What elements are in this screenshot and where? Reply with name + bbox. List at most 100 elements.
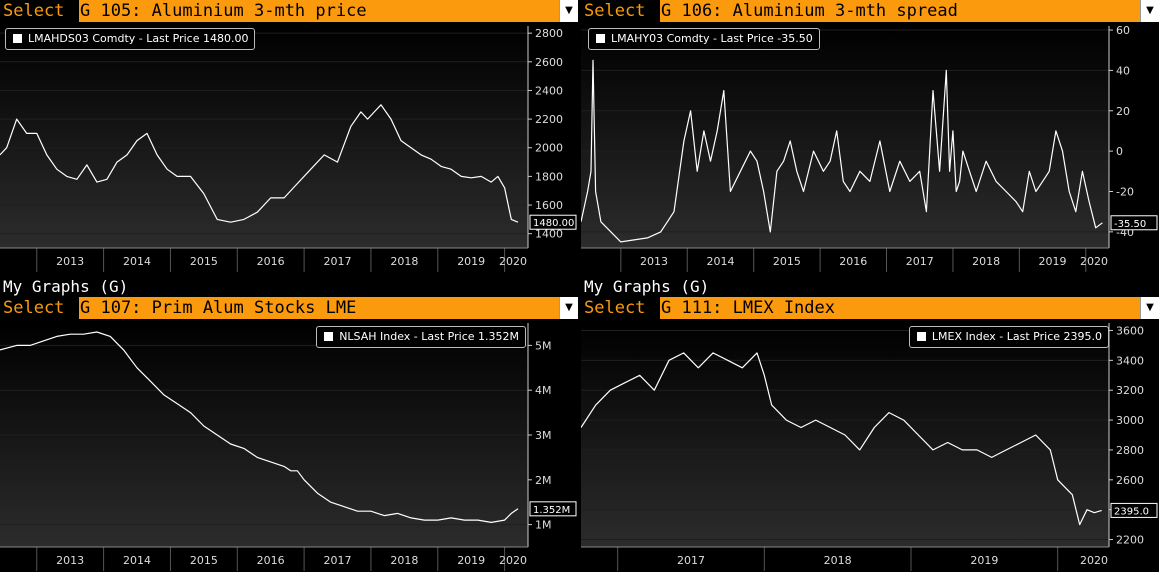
legend: LMAHDS03 Comdty - Last Price 1480.00 xyxy=(5,28,256,50)
last-price-label: 2395.0 xyxy=(1114,506,1149,517)
y-tick-label: 2200 xyxy=(1116,534,1144,547)
y-tick-label: 2600 xyxy=(1116,474,1144,487)
y-tick-label: 2000 xyxy=(535,142,563,155)
y-tick-label: 3000 xyxy=(1116,414,1144,427)
x-tick-label: 2019 xyxy=(970,554,998,567)
chart-g111[interactable]: 2017201820192020220024002600280030003200… xyxy=(581,321,1159,571)
panel-g105: Select G 105: Aluminium 3-mth price ▼ 20… xyxy=(0,0,578,272)
x-tick-label: 2018 xyxy=(390,255,418,268)
legend: LMEX Index - Last Price 2395.0 xyxy=(908,326,1109,348)
y-tick-label: 40 xyxy=(1116,64,1130,77)
series-line xyxy=(0,331,519,523)
y-tick-label: 5M xyxy=(535,339,552,352)
last-price-box xyxy=(1110,502,1158,518)
dropdown-arrow-icon[interactable]: ▼ xyxy=(559,0,578,22)
title-bar: Select G 107: Prim Alum Stocks LME ▼ xyxy=(0,297,578,319)
series-line xyxy=(581,59,1103,243)
legend-swatch xyxy=(916,332,926,341)
y-tick-label: 1600 xyxy=(535,199,563,212)
chart-title: G 106: Aluminium 3-mth spread xyxy=(661,1,958,21)
y-tick-label: 3M xyxy=(535,429,552,442)
panel-heading: My Graphs (G) xyxy=(584,277,710,296)
y-tick-label: 1M xyxy=(535,519,552,532)
x-tick-label: 2020 xyxy=(499,554,527,567)
chart-g107[interactable]: 2013 2014 2015 2016 2017 2018 2019 2020 1M 2M 3M 4M… xyxy=(0,321,578,571)
panel-g111: My Graphs (G) Select G 111: LMEX Index ▼… xyxy=(581,276,1159,572)
select-button[interactable]: Select xyxy=(0,297,79,319)
y-tick-label: 1400 xyxy=(535,228,563,241)
x-tick-label: 2018 xyxy=(972,255,1000,268)
legend-label: LMAHY03 Comdty - Last Price -35.50 xyxy=(611,32,813,45)
last-price-box xyxy=(1110,215,1158,231)
y-tick-label: 4M xyxy=(535,384,552,397)
y-tick-label: 0 xyxy=(1116,145,1123,158)
y-tick-label: -20 xyxy=(1116,185,1134,198)
series-line xyxy=(0,104,519,223)
title-bar: Select G 105: Aluminium 3-mth price ▼ xyxy=(0,0,578,22)
x-tick-label: 2017 xyxy=(324,554,352,567)
dropdown-arrow-icon[interactable]: ▼ xyxy=(559,297,578,319)
x-tick-label: 2013 xyxy=(56,255,84,268)
y-tick-label: 2800 xyxy=(1116,444,1144,457)
last-price-label: 1.352M xyxy=(533,505,570,516)
x-tick-label: 2017 xyxy=(324,255,352,268)
legend-label: LMAHDS03 Comdty - Last Price 1480.00 xyxy=(28,32,249,45)
y-tick-label: 3200 xyxy=(1116,384,1144,397)
x-tick-label: 2014 xyxy=(123,255,151,268)
plot-area xyxy=(0,26,528,248)
panel-g106: Select G 106: Aluminium 3-mth spread ▼ 2… xyxy=(581,0,1159,272)
x-tick-label: 2017 xyxy=(906,255,934,268)
x-tick-label: 2019 xyxy=(457,255,485,268)
series-line xyxy=(581,352,1102,526)
plot-area xyxy=(581,26,1109,248)
legend: LMAHY03 Comdty - Last Price -35.50 xyxy=(588,28,820,50)
y-tick-label: 2200 xyxy=(535,113,563,126)
x-tick-label: 2020 xyxy=(1080,554,1108,567)
legend-swatch xyxy=(324,332,334,341)
x-tick-label: 2015 xyxy=(773,255,801,268)
x-tick-label: 2013 xyxy=(640,255,668,268)
select-button[interactable]: Select xyxy=(581,297,660,319)
chart-g106[interactable]: 2013 2014 2015 2016 2017 2018 2019 2020-40-2002… xyxy=(581,24,1159,272)
dropdown-arrow-icon[interactable]: ▼ xyxy=(1140,0,1159,22)
y-tick-label: 2400 xyxy=(535,84,563,97)
title-bar: Select G 106: Aluminium 3-mth spread ▼ xyxy=(581,0,1159,22)
select-button[interactable]: Select xyxy=(581,0,660,22)
x-tick-label: 2013 xyxy=(56,554,84,567)
chart-title: G 107: Prim Alum Stocks LME xyxy=(80,298,357,318)
legend-label: NLSAH Index - Last Price 1.352M xyxy=(339,330,519,343)
x-tick-label: 2020 xyxy=(499,255,527,268)
x-tick-label: 2016 xyxy=(257,255,285,268)
chart-title: G 105: Aluminium 3-mth price xyxy=(80,1,367,21)
y-tick-label: 3400 xyxy=(1116,354,1144,367)
select-button[interactable]: Select xyxy=(0,0,79,22)
dropdown-arrow-icon[interactable]: ▼ xyxy=(1140,297,1159,319)
x-tick-label: 2015 xyxy=(190,554,218,567)
legend-label: LMEX Index - Last Price 2395.0 xyxy=(931,330,1102,343)
y-tick-label: 2800 xyxy=(535,27,563,40)
x-tick-label: 2014 xyxy=(706,255,734,268)
chart-g105[interactable]: 2013 2014 2015 2016 2017 2018 2019 2020 1400 1600… xyxy=(0,24,578,272)
y-tick-label: 1800 xyxy=(535,170,563,183)
x-tick-label: 2019 xyxy=(1039,255,1067,268)
chart-title: G 111: LMEX Index xyxy=(661,298,835,318)
x-tick-label: 2015 xyxy=(190,255,218,268)
y-tick-label: 2M xyxy=(535,474,552,487)
x-tick-label: 2016 xyxy=(257,554,285,567)
legend-swatch xyxy=(13,34,22,43)
last-price-box xyxy=(529,501,577,517)
panel-heading: My Graphs (G) xyxy=(3,277,129,296)
title-bar: Select G 111: LMEX Index ▼ xyxy=(581,297,1159,319)
x-tick-label: 2020 xyxy=(1080,255,1108,268)
y-tick-label: 20 xyxy=(1116,105,1130,118)
last-price-label: -35.50 xyxy=(1114,219,1146,230)
x-tick-label: 2019 xyxy=(457,554,485,567)
x-tick-label: 2014 xyxy=(123,554,151,567)
last-price-label: 1480.00 xyxy=(533,218,574,229)
y-tick-label: 60 xyxy=(1116,24,1130,37)
panel-g107: My Graphs (G) Select G 107: Prim Alum St… xyxy=(0,276,578,572)
x-tick-label: 2018 xyxy=(390,554,418,567)
y-tick-label: 2600 xyxy=(535,56,563,69)
legend-swatch xyxy=(596,34,605,43)
last-price-box xyxy=(529,214,577,230)
